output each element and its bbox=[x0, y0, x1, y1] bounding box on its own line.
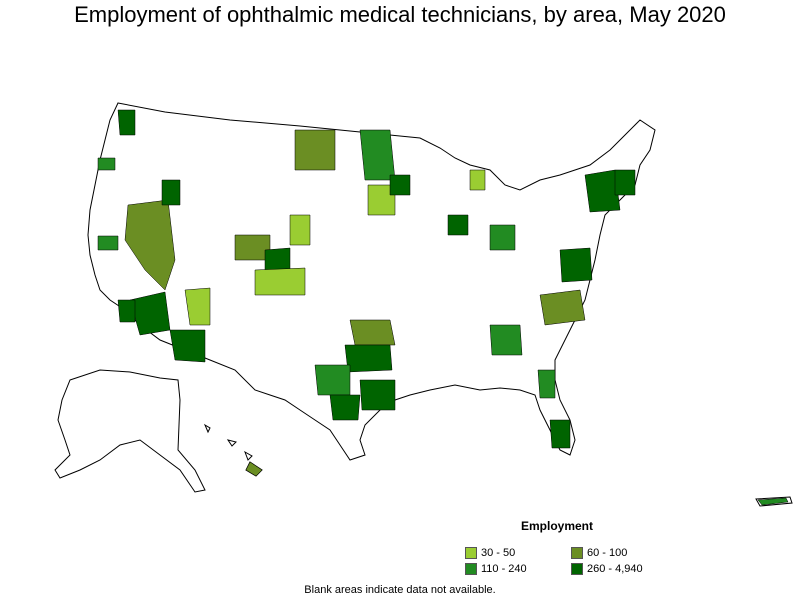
area-carolina bbox=[539, 289, 586, 326]
legend-item-60-100: 60 - 100 bbox=[571, 547, 628, 560]
legend-label: 30 - 50 bbox=[481, 547, 516, 559]
legend-swatch-60-100 bbox=[571, 547, 583, 560]
area-houston bbox=[359, 379, 396, 411]
area-kansas-w bbox=[289, 214, 311, 246]
area-los-angeles bbox=[117, 299, 136, 323]
area-sacramento bbox=[97, 235, 119, 251]
legend-label: 60 - 100 bbox=[587, 547, 628, 559]
area-virginia bbox=[559, 247, 593, 283]
area-boston bbox=[614, 169, 636, 196]
legend-label: 110 - 240 bbox=[481, 563, 527, 575]
area-puerto-rico bbox=[757, 497, 789, 506]
area-florida-e bbox=[549, 419, 571, 449]
legend-item-30-50: 30 - 50 bbox=[465, 547, 516, 560]
alaska-outline bbox=[54, 369, 206, 493]
area-minneapolis bbox=[389, 174, 411, 196]
area-dallas-w bbox=[349, 319, 396, 346]
area-indiana bbox=[469, 169, 486, 191]
area-northeast bbox=[584, 169, 621, 213]
area-seattle bbox=[117, 109, 136, 136]
area-minnesota bbox=[359, 129, 396, 181]
legend-item-110-240: 110 - 240 bbox=[465, 563, 527, 576]
legend-swatch-110-240 bbox=[465, 563, 477, 576]
legend-label: 260 - 4,940 bbox=[587, 563, 643, 575]
area-fills bbox=[97, 109, 789, 506]
footnote: Blank areas indicate data not available. bbox=[304, 584, 496, 596]
area-new-mexico bbox=[184, 287, 211, 326]
area-florida-n bbox=[537, 369, 556, 399]
area-colorado-e bbox=[254, 267, 306, 296]
area-hawaii bbox=[245, 461, 263, 477]
area-dallas bbox=[344, 344, 393, 373]
area-north-dakota bbox=[294, 129, 336, 171]
map-title: Employment of ophthalmic medical technic… bbox=[74, 2, 726, 27]
area-chicago bbox=[447, 214, 469, 236]
area-ohio bbox=[489, 224, 516, 251]
legend-swatch-30-50 bbox=[465, 547, 477, 560]
area-austin bbox=[314, 364, 351, 396]
area-georgia bbox=[489, 324, 523, 356]
area-tucson bbox=[169, 329, 206, 363]
area-san-antonio bbox=[329, 394, 361, 421]
area-portland bbox=[97, 157, 116, 171]
area-phoenix bbox=[129, 291, 171, 336]
legend-item-260-4940: 260 - 4,940 bbox=[571, 563, 643, 576]
area-wisconsin bbox=[367, 184, 396, 216]
legend-swatch-260-4940 bbox=[571, 563, 583, 576]
area-idaho bbox=[161, 179, 181, 206]
area-denver bbox=[264, 247, 291, 271]
legend-title: Employment bbox=[521, 519, 594, 533]
